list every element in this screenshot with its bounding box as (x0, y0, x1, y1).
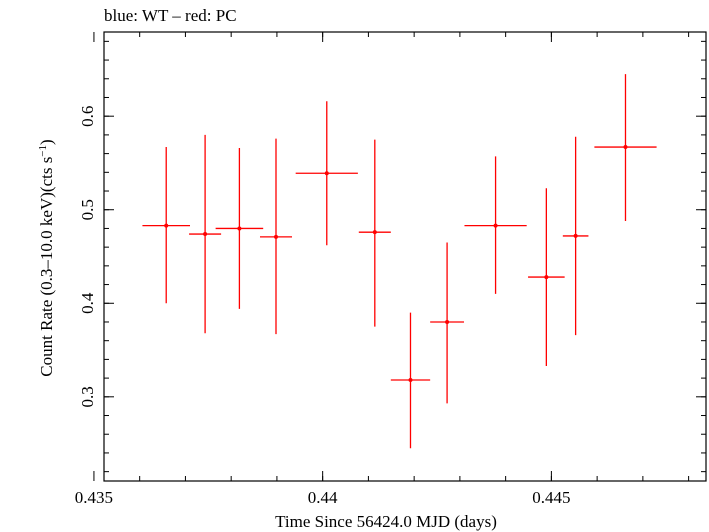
y-axis-label-main: Count Rate (0.3–10.0 keV)(cts s (37, 157, 56, 377)
data-point-marker (544, 275, 549, 280)
data-point (142, 147, 190, 304)
data-point (390, 312, 431, 449)
data-point-marker (372, 230, 377, 235)
data-point-marker (573, 233, 578, 238)
data-point (528, 188, 565, 366)
y-tick-label: 0.4 (78, 292, 97, 314)
chart-title: blue: WT – red: PC (104, 6, 237, 25)
data-point-marker (203, 232, 208, 237)
data-point (358, 139, 391, 327)
x-tick-label: 0.435 (75, 488, 113, 507)
y-tick-label: 0.3 (78, 386, 97, 407)
y-axis-label: Count Rate (0.3–10.0 keV)(cts s−1) (37, 139, 56, 376)
y-axis-label-close: ) (37, 139, 56, 145)
y-axis-label-superscript: −1 (37, 145, 49, 157)
data-point-marker (493, 223, 498, 228)
data-points (142, 74, 657, 449)
data-point (594, 74, 657, 221)
x-tick-label: 0.445 (532, 488, 570, 507)
axis-ticks (93, 32, 706, 481)
data-point-marker (237, 226, 242, 231)
x-tick-label: 0.44 (308, 488, 338, 507)
data-point (562, 136, 589, 336)
data-point-marker (274, 234, 278, 239)
y-tick-label: 0.5 (78, 199, 97, 220)
data-point (259, 138, 293, 335)
plot-frame (103, 31, 707, 482)
y-tick-label: 0.6 (78, 106, 97, 127)
data-point-marker (408, 377, 413, 382)
data-point-marker (324, 171, 329, 176)
data-point (215, 147, 264, 309)
data-point (189, 134, 222, 334)
x-axis-label: Time Since 56424.0 MJD (days) (275, 512, 497, 531)
data-point-marker (623, 145, 628, 150)
data-point-marker (164, 223, 169, 228)
data-point (430, 242, 465, 404)
data-point-marker (445, 319, 450, 324)
axis-tick-labels: 0.435 0.44 0.445 0.3 0.4 0.5 0.6 (75, 106, 571, 507)
data-point (295, 101, 358, 246)
data-point (464, 156, 527, 294)
